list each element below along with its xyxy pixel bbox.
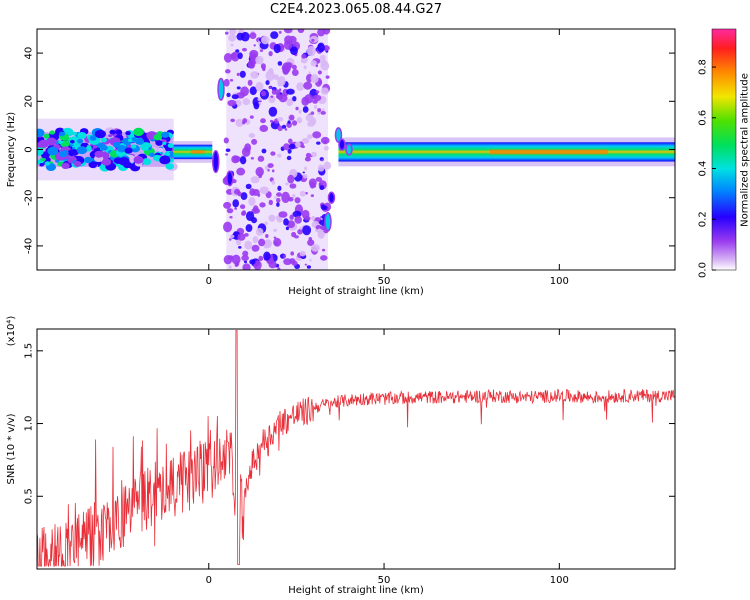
colorbar-tick-label: 0.2 <box>698 211 709 227</box>
y-tick-label: 20 <box>24 95 35 108</box>
y-tick-label: -40 <box>24 238 35 254</box>
spectrogram-marks <box>37 29 675 270</box>
colorbar-tick-label: 0.6 <box>698 110 709 126</box>
snr-series-line <box>37 330 675 568</box>
x-axis-label: Height of straight line (km) <box>288 286 424 297</box>
transition-blob <box>226 170 234 187</box>
x-tick-label: 0 <box>206 575 212 586</box>
y-tick-label: 1.0 <box>24 416 35 432</box>
snr-frame <box>36 328 676 570</box>
chart-title: C2E4.2023.065.08.44.G27 <box>269 2 443 17</box>
colorbar: 0.0 0.2 0.4 0.6 0.8 Normalized spectral ampli… <box>698 28 750 278</box>
transition-blob <box>324 212 332 232</box>
transition-blob <box>338 138 346 151</box>
x-tick-label: 50 <box>378 575 391 586</box>
y-tick-label: 0.5 <box>24 488 35 504</box>
colorbar-tick-label: 0.8 <box>698 59 709 75</box>
x-tick-label: 0 <box>206 276 212 287</box>
snr-marks <box>37 330 675 568</box>
y-tick-label: 0 <box>24 146 35 152</box>
spectrogram-plot: 0 50 100 -40 -20 0 20 40 Height of straight line… <box>6 28 676 297</box>
colorbar-tick-label: 0.0 <box>698 262 709 278</box>
y-axis-label: Frequency (Hz) <box>6 112 17 188</box>
spectral-feature-3 <box>338 137 675 167</box>
colorbar-label: Normalized spectral amplitude <box>740 73 750 227</box>
transition-blob <box>334 127 343 143</box>
transition-blob <box>327 191 336 204</box>
y-axis-label: SNR (10 * v/v) <box>6 413 17 484</box>
x-tick-label: 50 <box>378 276 391 287</box>
spectrogram-axes: 0 50 100 -40 -20 0 20 40 Height of straight line… <box>6 29 675 297</box>
spectral-feature-2 <box>222 29 332 270</box>
x-axis-label: Height of straight line (km) <box>288 585 424 596</box>
colorbar-scale <box>711 28 737 271</box>
y-axis-multiplier: (x10⁴) <box>6 316 17 347</box>
x-tick-label: 100 <box>550 575 569 586</box>
x-tick-label: 100 <box>550 276 569 287</box>
y-tick-label: 40 <box>24 47 35 60</box>
snr-axes: 0 50 100 0.5 1.0 1.5 Height of straight line (… <box>6 316 675 596</box>
colorbar-tick-label: 0.4 <box>698 161 709 177</box>
transition-blob <box>345 143 353 156</box>
snr-plot: 0 50 100 0.5 1.0 1.5 Height of straight line (… <box>6 316 676 596</box>
transition-blob <box>217 77 225 101</box>
spectral-feature-1 <box>173 141 213 163</box>
y-tick-label: 1.5 <box>24 343 35 359</box>
transition-blob <box>212 150 220 174</box>
spectral-feature-0 <box>37 118 178 181</box>
colorbar-ticks: 0.0 0.2 0.4 0.6 0.8 Normalized spectral ampli… <box>698 59 750 278</box>
y-tick-label: -20 <box>24 190 35 206</box>
